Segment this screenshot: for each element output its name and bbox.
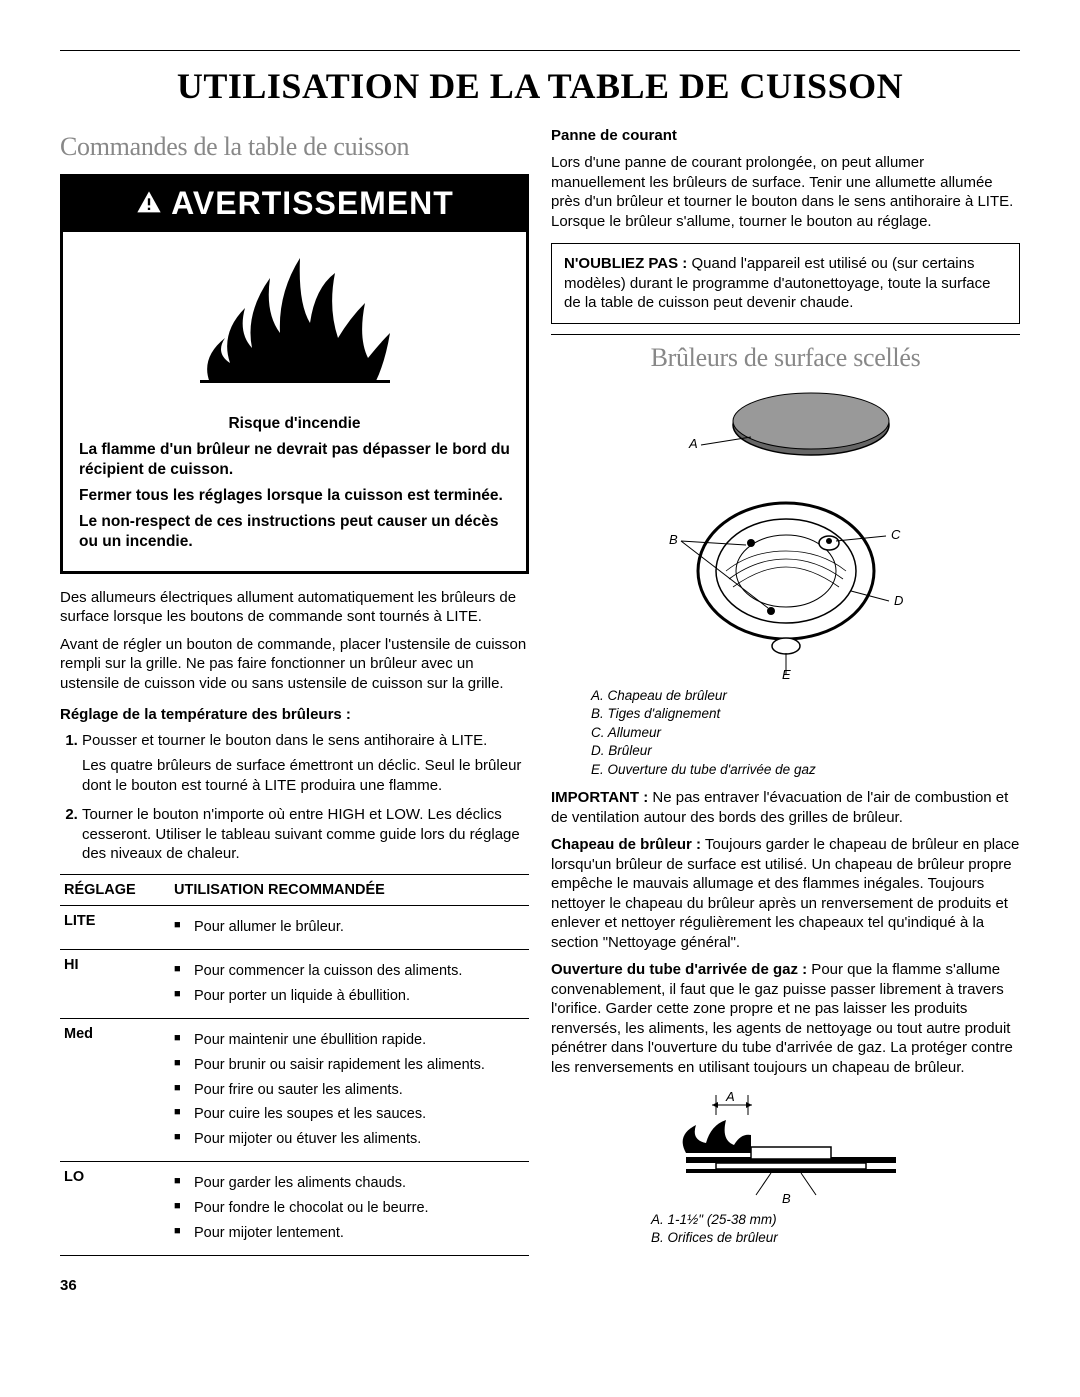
steps-list: Pousser et tourner le bouton dans le sen…: [60, 731, 529, 864]
use-item: Pour mijoter lentement.: [174, 1224, 525, 1243]
svg-text:A: A: [725, 1089, 735, 1104]
flame-height-diagram: A B: [551, 1085, 1020, 1205]
warning-header: AVERTISSEMENT: [63, 177, 526, 233]
warning-label: AVERTISSEMENT: [171, 183, 454, 225]
table-row: Med Pour maintenir une ébullition rapide…: [60, 1018, 529, 1161]
power-outage-para: Lors d'une panne de courant prolongée, o…: [551, 153, 1020, 231]
right-column: Panne de courant Lors d'une panne de cou…: [551, 126, 1020, 1295]
legend-d: D. Brûleur: [591, 742, 1020, 760]
setting-cell: HI: [60, 950, 170, 1019]
content-columns: Commandes de la table de cuisson AVERTIS…: [60, 126, 1020, 1295]
table-row: HI Pour commencer la cuisson des aliment…: [60, 950, 529, 1019]
use-item: Pour cuire les soupes et les sauces.: [174, 1105, 525, 1124]
left-column: Commandes de la table de cuisson AVERTIS…: [60, 126, 529, 1295]
svg-text:C: C: [891, 527, 901, 542]
use-item: Pour frire ou sauter les aliments.: [174, 1081, 525, 1100]
power-outage-heading: Panne de courant: [551, 126, 1020, 146]
step-2-text: Tourner le bouton n'importe où entre HIG…: [82, 805, 529, 864]
important-label: IMPORTANT :: [551, 789, 648, 806]
section-heading-burners: Brûleurs de surface scellés: [551, 341, 1020, 375]
use-item: Pour garder les aliments chauds.: [174, 1174, 525, 1193]
warning-box: AVERTISSEMENT Risque d'incendie La flamm…: [60, 174, 529, 574]
cap-para: Chapeau de brûleur : Toujours garder le …: [551, 835, 1020, 952]
flame-icon: [190, 248, 400, 388]
warning-triangle-icon: [135, 189, 163, 217]
svg-text:D: D: [894, 593, 903, 608]
warning-text: Risque d'incendie La flamme d'un brûleur…: [63, 402, 526, 571]
warning-line-1: La flamme d'un brûleur ne devrait pas dé…: [79, 440, 510, 480]
gas-label: Ouverture du tube d'arrivée de gaz :: [551, 961, 807, 978]
uses-cell: Pour commencer la cuisson des aliments. …: [170, 950, 529, 1019]
temp-heading: Réglage de la température des brûleurs :: [60, 705, 529, 725]
setting-cell: LO: [60, 1162, 170, 1256]
section-heading-commandes: Commandes de la table de cuisson: [60, 130, 529, 164]
flame-svg: A B: [656, 1085, 916, 1205]
setting-cell: LITE: [60, 906, 170, 950]
warning-line-3: Le non-respect de ces instructions peut …: [79, 512, 510, 552]
burner-cap-diagram: A: [551, 385, 1020, 475]
settings-table: RÉGLAGE UTILISATION RECOMMANDÉE LITE Pou…: [60, 874, 529, 1256]
step-1b: Les quatre brûleurs de surface émettront…: [82, 756, 529, 795]
flame-legend: A. 1-1½" (25-38 mm) B. Orifices de brûle…: [651, 1211, 1020, 1246]
step-1: Pousser et tourner le bouton dans le sen…: [82, 731, 529, 796]
section-divider: [551, 334, 1020, 335]
flame-legend-a: A. 1-1½" (25-38 mm): [651, 1211, 1020, 1229]
use-item: Pour brunir ou saisir rapidement les ali…: [174, 1056, 525, 1075]
col-header-reglage: RÉGLAGE: [60, 874, 170, 906]
use-item: Pour commencer la cuisson des aliments.: [174, 962, 525, 981]
gas-para: Ouverture du tube d'arrivée de gaz : Pou…: [551, 960, 1020, 1077]
use-item: Pour mijoter ou étuver les aliments.: [174, 1130, 525, 1149]
step-1a: Pousser et tourner le bouton dans le sen…: [82, 731, 529, 751]
paragraph-before-setting: Avant de régler un bouton de commande, p…: [60, 635, 529, 694]
burner-legend: A. Chapeau de brûleur B. Tiges d'alignem…: [591, 687, 1020, 779]
uses-cell: Pour garder les aliments chauds. Pour fo…: [170, 1162, 529, 1256]
cap-svg: A: [661, 385, 911, 475]
use-item: Pour porter un liquide à ébullition.: [174, 987, 525, 1006]
burner-base-diagram: B C D E: [551, 481, 1020, 681]
cap-label: Chapeau de brûleur :: [551, 836, 701, 853]
remember-note-box: N'OUBLIEZ PAS : Quand l'appareil est uti…: [551, 243, 1020, 324]
risk-title: Risque d'incendie: [79, 414, 510, 434]
flame-legend-b: B. Orifices de brûleur: [651, 1229, 1020, 1247]
table-row: LITE Pour allumer le brûleur.: [60, 906, 529, 950]
remember-label: N'OUBLIEZ PAS :: [564, 255, 687, 272]
gas-text: Pour que la flamme s'allume convenableme…: [551, 961, 1013, 1076]
cap-text: Toujours garder le chapeau de brûleur en…: [551, 836, 1019, 951]
use-item: Pour allumer le brûleur.: [174, 918, 525, 937]
step-2: Tourner le bouton n'importe où entre HIG…: [82, 805, 529, 864]
label-a: A: [688, 436, 698, 451]
legend-a: A. Chapeau de brûleur: [591, 687, 1020, 705]
use-item: Pour maintenir une ébullition rapide.: [174, 1031, 525, 1050]
uses-cell: Pour allumer le brûleur.: [170, 906, 529, 950]
flame-graphic: [63, 232, 526, 402]
svg-text:B: B: [782, 1191, 791, 1205]
important-para: IMPORTANT : Ne pas entraver l'évacuation…: [551, 788, 1020, 827]
page-number: 36: [60, 1276, 529, 1296]
burner-base-svg: B C D E: [651, 481, 921, 681]
uses-cell: Pour maintenir une ébullition rapide. Po…: [170, 1018, 529, 1161]
legend-e: E. Ouverture du tube d'arrivée de gaz: [591, 761, 1020, 779]
legend-b: B. Tiges d'alignement: [591, 705, 1020, 723]
svg-text:B: B: [669, 532, 678, 547]
setting-cell: Med: [60, 1018, 170, 1161]
top-rule: [60, 50, 1020, 51]
use-item: Pour fondre le chocolat ou le beurre.: [174, 1199, 525, 1218]
table-row: LO Pour garder les aliments chauds. Pour…: [60, 1162, 529, 1256]
legend-c: C. Allumeur: [591, 724, 1020, 742]
svg-text:E: E: [782, 667, 791, 681]
col-header-utilisation: UTILISATION RECOMMANDÉE: [170, 874, 529, 906]
page-title: UTILISATION DE LA TABLE DE CUISSON: [60, 63, 1020, 110]
paragraph-ignitors: Des allumeurs électriques allument autom…: [60, 588, 529, 627]
warning-line-2: Fermer tous les réglages lorsque la cuis…: [79, 486, 510, 506]
